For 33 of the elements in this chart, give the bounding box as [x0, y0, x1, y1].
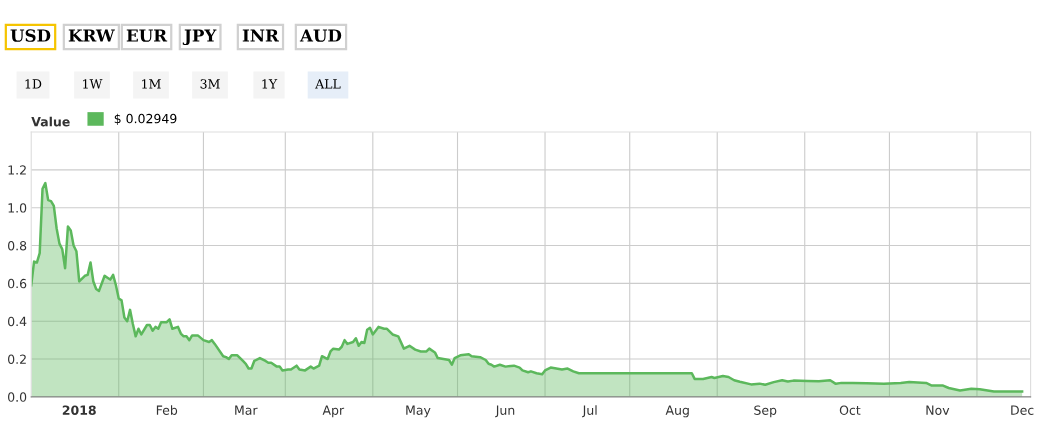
x-tick-label: Mar — [235, 405, 258, 415]
text: 1Y — [262, 79, 278, 89]
legend-title: Value — [31, 116, 70, 127]
text: ALL — [315, 79, 341, 89]
x-tick-label: Feb — [156, 405, 178, 415]
text: 1D — [25, 79, 42, 89]
x-tick-label: 2018 — [62, 405, 96, 415]
text: KRW — [68, 29, 115, 42]
y-tick-label: 1.2 — [8, 165, 26, 175]
x-tick-label: Jun — [495, 405, 515, 418]
x-tick-label: Sep — [754, 405, 777, 418]
text: USD — [10, 29, 51, 42]
y-tick-label: 0.6 — [8, 278, 27, 289]
x-tick-label: Nov — [926, 405, 950, 415]
text: JPY — [182, 29, 217, 46]
text: EUR — [126, 29, 168, 42]
x-tick-label: May — [406, 405, 431, 418]
y-tick-label: 0.8 — [8, 241, 27, 251]
legend-label: $ 0.02949 — [114, 113, 177, 125]
y-tick-label: 0.0 — [8, 392, 27, 402]
x-tick-label: Aug — [665, 405, 689, 418]
text: 1M — [142, 79, 161, 89]
y-tick-label: 1.0 — [8, 203, 27, 213]
x-tick-label: Oct — [839, 405, 861, 415]
text: 3M — [200, 79, 220, 89]
y-tick-label: 0.4 — [8, 316, 27, 327]
x-tick-label: Dec — [1011, 405, 1034, 415]
y-tick-label: 0.2 — [8, 354, 26, 364]
x-tick-label: Jul — [582, 405, 597, 418]
text: AUD — [299, 29, 342, 42]
text: INR — [242, 29, 279, 42]
text: 1W — [83, 79, 103, 89]
x-tick-label: Apr — [322, 405, 345, 418]
